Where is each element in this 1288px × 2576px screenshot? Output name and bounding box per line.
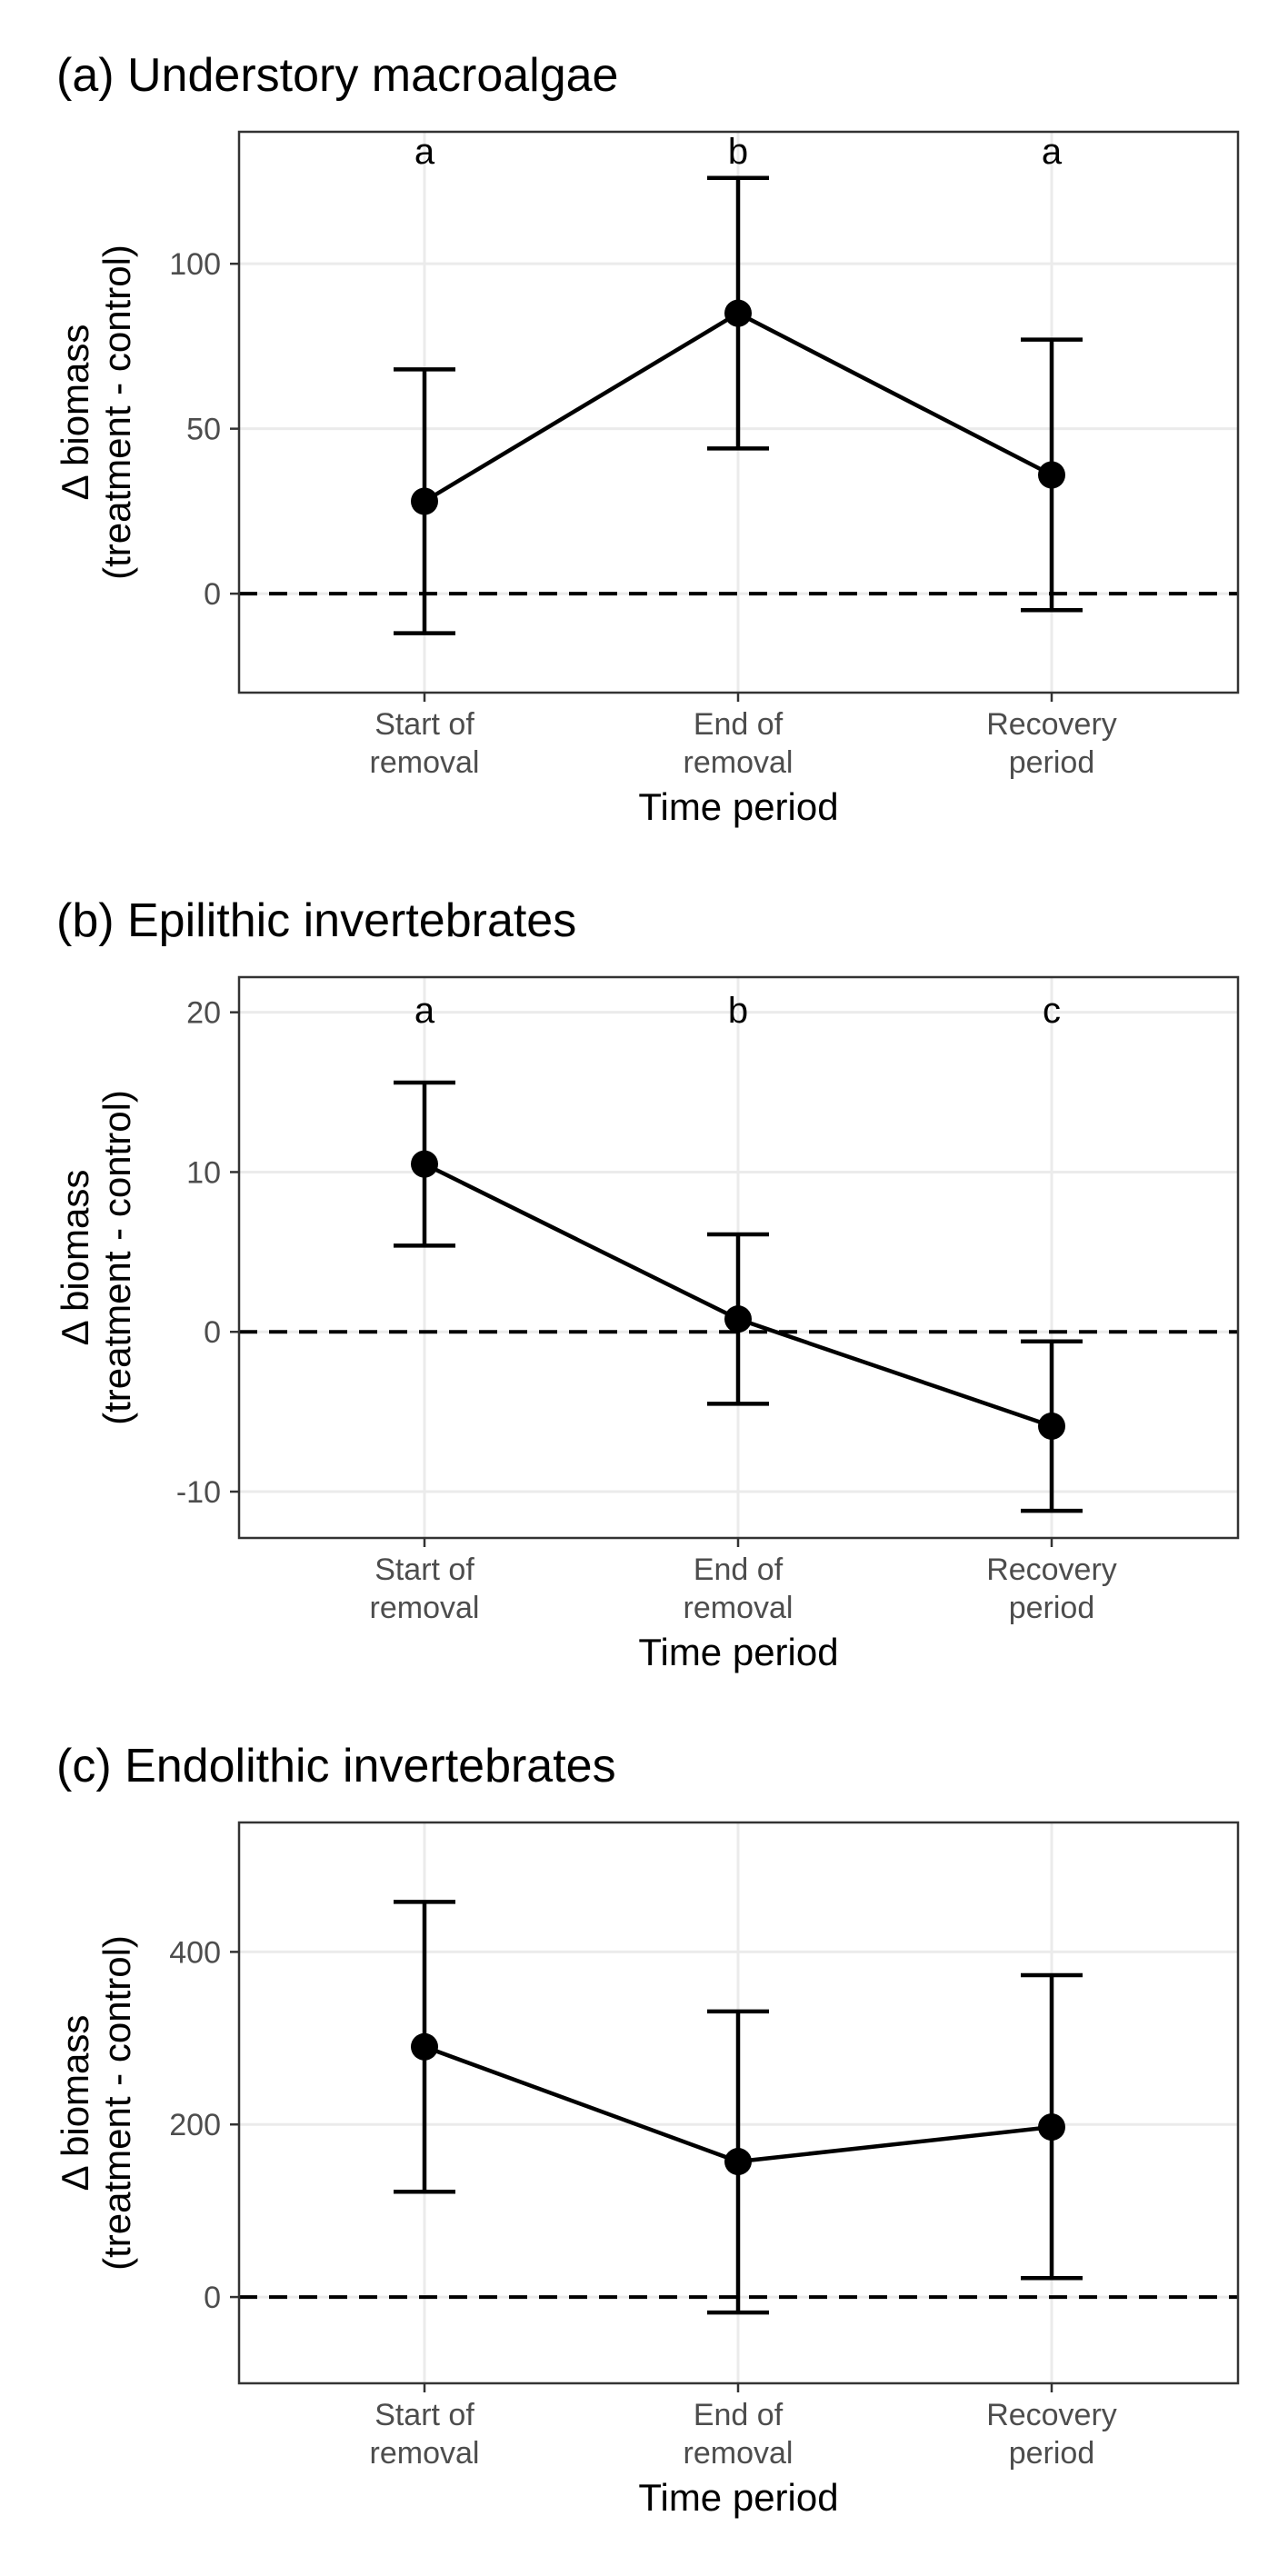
data-point [724,1305,752,1333]
y-tick-label: -10 [176,1475,221,1510]
y-tick-label: 10 [186,1155,221,1190]
panel-title: (a) Understory macroalgae [56,49,618,102]
data-point [1038,461,1065,489]
y-axis-title-line: (treatment - control) [95,245,138,580]
y-axis-title: Δ biomass(treatment - control) [54,1090,138,1425]
significance-letter: a [414,132,435,172]
significance-letter: b [728,991,748,1031]
x-tick-label: Recovery period [986,2398,1117,2471]
data-point [724,299,752,327]
x-tick-label-line: End of [694,2398,784,2432]
significance-letter: a [414,991,435,1031]
x-tick-label-line: period [1009,2436,1095,2471]
x-tick-label: Start of removal [370,1553,480,1625]
x-tick-label-line: Start of [374,1553,474,1587]
x-tick-label-line: removal [684,2436,794,2471]
y-tick-label: 0 [204,2281,221,2315]
y-tick-label: 400 [169,1935,221,1970]
x-tick-label: End of removal [684,1553,794,1625]
data-point [411,487,438,515]
x-axis-title: Time period [638,785,838,828]
x-tick-label: Start of removal [370,2398,480,2471]
y-axis-title-line: Δ biomass [54,2015,96,2192]
data-point [411,2032,438,2061]
panel-2: (b) Epilithic invertebrates -10 0 10 20 Start… [54,894,1240,1673]
significance-letter: a [1042,132,1063,172]
significance-letter: b [728,132,748,172]
x-tick-label-line: Recovery [986,1553,1117,1587]
x-tick-label: End of removal [684,2398,794,2471]
x-axis-title: Time period [638,1631,838,1673]
y-tick-label: 0 [204,1315,221,1350]
x-tick-label-line: removal [370,2436,480,2471]
panel-border [237,975,1240,1540]
x-tick-label-line: removal [684,1591,794,1625]
x-tick-label-line: removal [684,745,794,780]
x-tick-label-line: removal [370,745,480,780]
y-axis-title-line: (treatment - control) [95,1935,138,2271]
x-tick-label: Recovery period [986,1553,1117,1625]
x-tick-label-line: period [1009,1591,1095,1625]
data-point [1038,1412,1065,1440]
x-tick-label-line: period [1009,745,1095,780]
panel-border [237,1821,1240,2385]
y-axis-title-line: Δ biomass [54,1170,96,1346]
y-tick-label: 20 [186,996,221,1031]
x-tick-label: Start of removal [370,707,480,780]
y-tick-label: 200 [169,2108,221,2142]
data-point [724,2148,752,2176]
panel-3: (c) Endolithic invertebrates 0 200 400 Start… [54,1740,1240,2519]
data-point [1038,2113,1065,2142]
x-tick-label-line: Start of [374,707,474,742]
x-tick-label: Recovery period [986,707,1117,780]
x-tick-label: End of removal [684,707,794,780]
y-axis-title: Δ biomass(treatment - control) [54,245,138,580]
y-axis-title-line: (treatment - control) [95,1090,138,1425]
x-axis-title: Time period [638,2476,838,2519]
y-tick-label: 0 [204,577,221,612]
panel-title: (c) Endolithic invertebrates [56,1740,616,1792]
x-tick-label-line: Recovery [986,707,1117,742]
y-tick-label: 50 [186,413,221,447]
x-tick-label-line: End of [694,1553,784,1587]
panel-border [237,130,1240,694]
data-point [411,1150,438,1178]
y-axis-title: Δ biomass(treatment - control) [54,1935,138,2271]
x-tick-label-line: Start of [374,2398,474,2432]
significance-letter: c [1043,991,1061,1031]
x-tick-label-line: removal [370,1591,480,1625]
y-tick-label: 100 [169,247,221,282]
x-tick-label-line: End of [694,707,784,742]
y-axis-title-line: Δ biomass [54,324,96,501]
x-tick-label-line: Recovery [986,2398,1117,2432]
panel-title: (b) Epilithic invertebrates [56,894,576,947]
